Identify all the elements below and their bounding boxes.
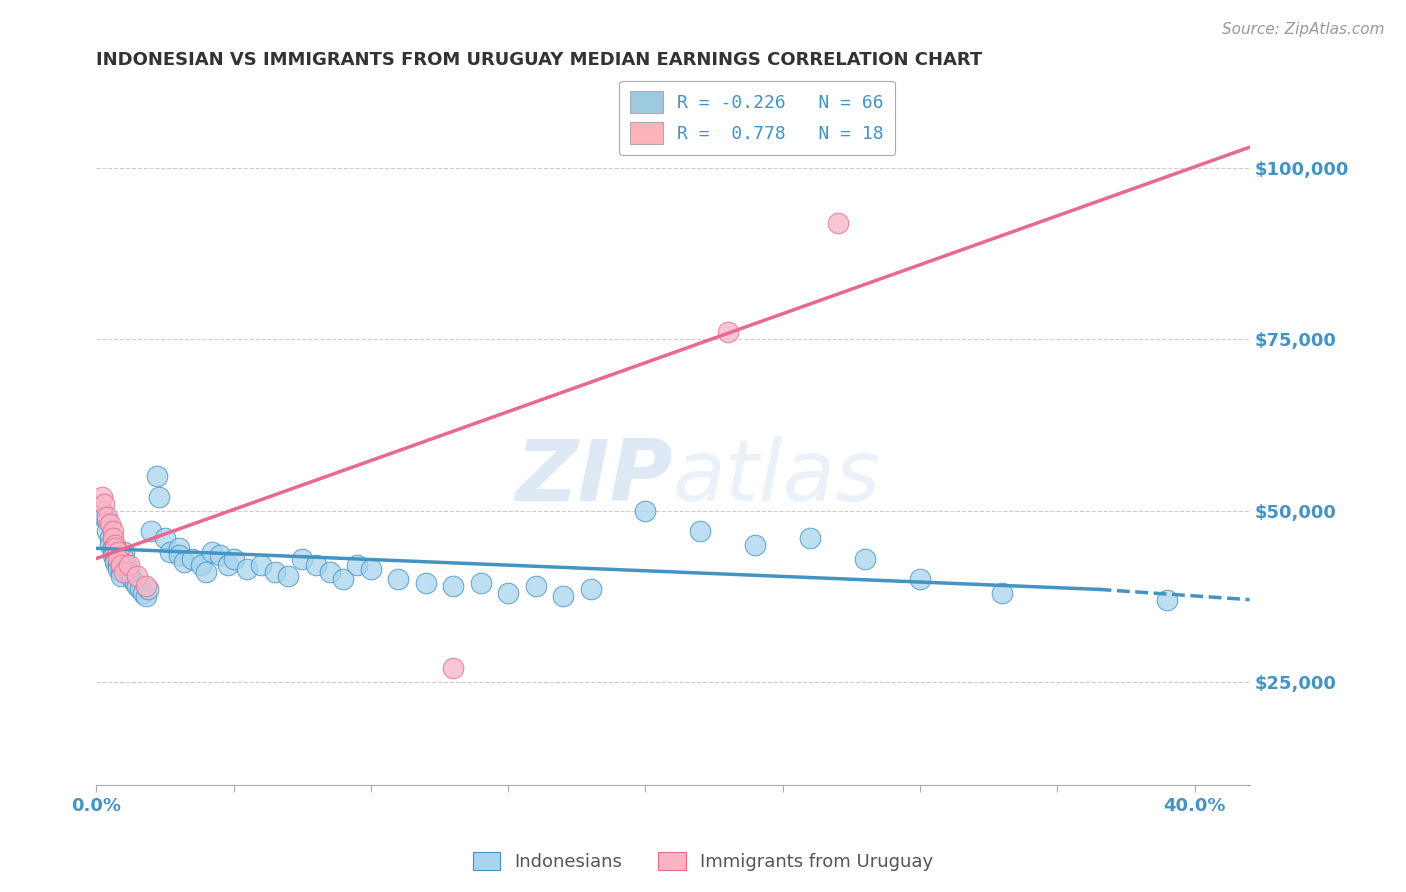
Point — [112, 566, 135, 580]
Point — [634, 503, 657, 517]
Point — [107, 551, 129, 566]
Point — [470, 575, 492, 590]
Point — [415, 575, 437, 590]
Point — [101, 548, 124, 562]
Point — [827, 216, 849, 230]
Point — [138, 582, 160, 597]
Point — [101, 524, 124, 538]
Point — [107, 558, 129, 573]
Point — [200, 544, 222, 558]
Point — [104, 551, 127, 566]
Point — [689, 524, 711, 538]
Text: Source: ZipAtlas.com: Source: ZipAtlas.com — [1222, 22, 1385, 37]
Point — [115, 558, 138, 573]
Point — [101, 531, 124, 545]
Point — [104, 555, 127, 569]
Point — [579, 582, 602, 597]
Point — [167, 541, 190, 556]
Point — [135, 589, 157, 603]
Point — [127, 568, 149, 582]
Point — [93, 497, 115, 511]
Point — [263, 566, 285, 580]
Point — [236, 562, 259, 576]
Point — [318, 566, 340, 580]
Point — [441, 579, 464, 593]
Point — [98, 517, 121, 532]
Point — [96, 524, 118, 538]
Point — [717, 326, 740, 340]
Point — [141, 524, 163, 538]
Point — [524, 579, 547, 593]
Point — [110, 568, 132, 582]
Point — [332, 572, 354, 586]
Point — [153, 531, 176, 545]
Point — [744, 538, 766, 552]
Point — [98, 538, 121, 552]
Point — [551, 589, 574, 603]
Point — [173, 555, 195, 569]
Point — [145, 469, 167, 483]
Point — [107, 544, 129, 558]
Legend: Indonesians, Immigrants from Uruguay: Indonesians, Immigrants from Uruguay — [465, 845, 941, 879]
Point — [148, 490, 170, 504]
Point — [208, 548, 231, 562]
Point — [90, 503, 112, 517]
Point — [441, 661, 464, 675]
Point — [98, 531, 121, 545]
Point — [305, 558, 328, 573]
Point — [112, 544, 135, 558]
Point — [96, 514, 118, 528]
Point — [496, 586, 519, 600]
Point — [1156, 592, 1178, 607]
Point — [991, 586, 1014, 600]
Point — [104, 541, 127, 556]
Point — [127, 579, 149, 593]
Point — [118, 558, 141, 573]
Text: atlas: atlas — [673, 435, 882, 518]
Point — [121, 572, 143, 586]
Point — [908, 572, 931, 586]
Point — [217, 558, 239, 573]
Text: ZIP: ZIP — [515, 435, 673, 518]
Point — [96, 510, 118, 524]
Point — [167, 548, 190, 562]
Point — [250, 558, 273, 573]
Point — [291, 551, 314, 566]
Legend: R = -0.226   N = 66, R =  0.778   N = 18: R = -0.226 N = 66, R = 0.778 N = 18 — [619, 80, 894, 155]
Point — [190, 558, 212, 573]
Point — [90, 490, 112, 504]
Point — [110, 566, 132, 580]
Point — [129, 582, 152, 597]
Point — [799, 531, 821, 545]
Point — [387, 572, 409, 586]
Point — [346, 558, 368, 573]
Point — [159, 544, 181, 558]
Point — [181, 551, 204, 566]
Point — [104, 538, 127, 552]
Point — [132, 586, 155, 600]
Point — [107, 562, 129, 576]
Point — [277, 568, 299, 582]
Point — [110, 558, 132, 573]
Point — [124, 575, 146, 590]
Point — [118, 566, 141, 580]
Point — [112, 551, 135, 566]
Point — [360, 562, 382, 576]
Point — [195, 566, 218, 580]
Text: INDONESIAN VS IMMIGRANTS FROM URUGUAY MEDIAN EARNINGS CORRELATION CHART: INDONESIAN VS IMMIGRANTS FROM URUGUAY ME… — [96, 51, 983, 69]
Point — [101, 541, 124, 556]
Point — [222, 551, 245, 566]
Point — [93, 510, 115, 524]
Point — [135, 579, 157, 593]
Point — [853, 551, 876, 566]
